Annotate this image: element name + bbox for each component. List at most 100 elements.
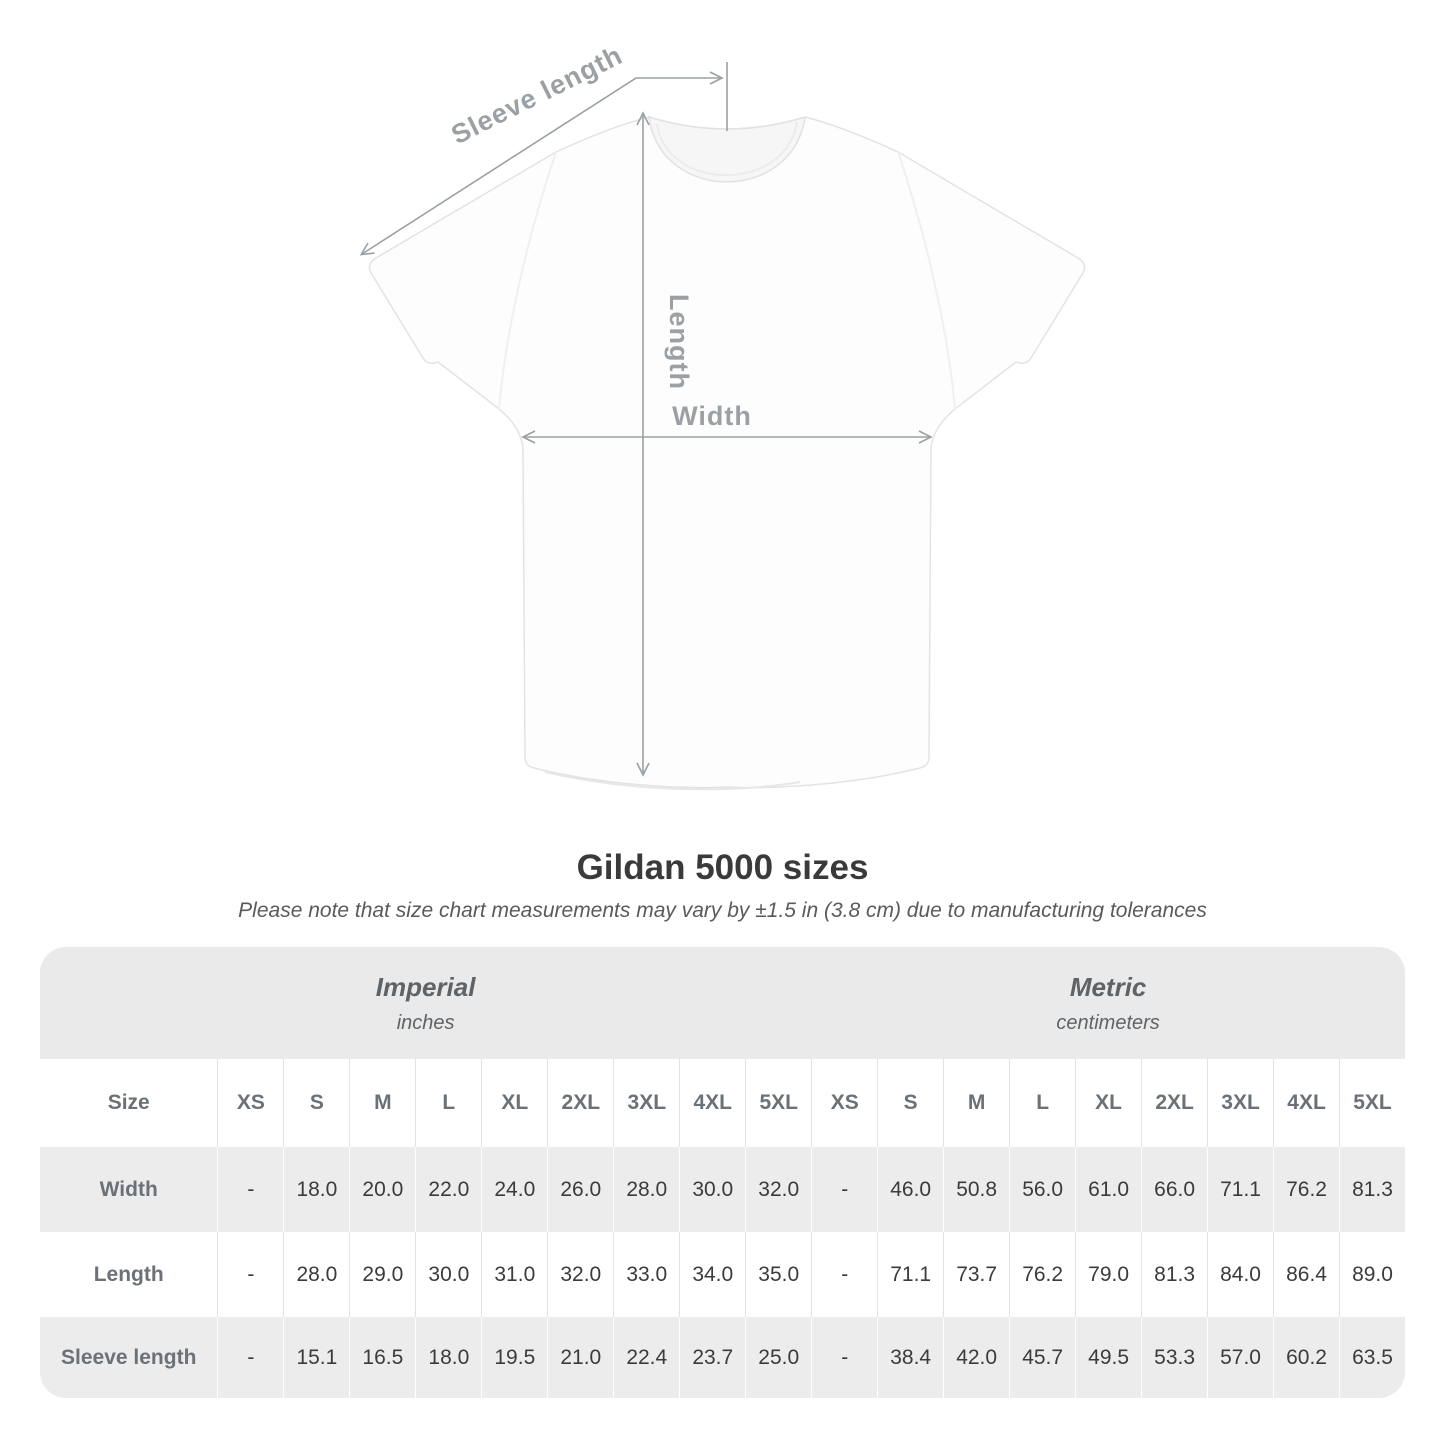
measurement-value: 21.0 bbox=[547, 1317, 613, 1398]
table-rows: Width -18.0 20.0 22.0 24.0 26.0 28.0 30.0 32.0-4… bbox=[40, 1147, 1405, 1398]
size-header-row: Size XS S M L XL 2XL 3XL 4XL 5XL XS S M L XL 2XL 3XL 4XL… bbox=[40, 1059, 1405, 1147]
metric-header: Metric centimeters bbox=[811, 947, 1405, 1059]
measurement-value: 57.0 bbox=[1207, 1317, 1273, 1398]
measurement-value: 22.0 bbox=[415, 1147, 481, 1232]
measurement-value: 33.0 bbox=[613, 1232, 679, 1317]
tshirt-diagram-svg: Sleeve length Length Width bbox=[359, 40, 1086, 791]
measurement-value: 19.5 bbox=[481, 1317, 547, 1398]
size-column-header: L bbox=[1009, 1059, 1075, 1147]
table-row: Sleeve length -15.1 16.5 18.0 19.5 21.0 22.4 23… bbox=[40, 1317, 1405, 1398]
measurement-value: 18.0 bbox=[283, 1147, 349, 1232]
measurement-value: 16.5 bbox=[349, 1317, 415, 1398]
hem-shadow bbox=[544, 771, 801, 791]
measurement-value: 49.5 bbox=[1075, 1317, 1141, 1398]
measurement-value: 34.0 bbox=[679, 1232, 745, 1317]
measurement-value: 38.4 bbox=[877, 1317, 943, 1398]
measurement-value: 76.2 bbox=[1273, 1147, 1339, 1232]
unit-band: Imperial inches Metric centimeters bbox=[40, 947, 1405, 1059]
measurement-value: 25.0 bbox=[745, 1317, 811, 1398]
measurement-value: 73.7 bbox=[943, 1232, 1009, 1317]
measurement-value: 61.0 bbox=[1075, 1147, 1141, 1232]
measurement-value: 22.4 bbox=[613, 1317, 679, 1398]
measurement-value: 81.3 bbox=[1339, 1147, 1405, 1232]
length-label: Length bbox=[664, 294, 694, 390]
measurement-value: 46.0 bbox=[877, 1147, 943, 1232]
measurement-value: 76.2 bbox=[1009, 1232, 1075, 1317]
measurement-value: 35.0 bbox=[745, 1232, 811, 1317]
measurement-value: 30.0 bbox=[679, 1147, 745, 1232]
width-label: Width bbox=[672, 401, 752, 431]
size-column-header: XL bbox=[481, 1059, 547, 1147]
measurement-value: 29.0 bbox=[349, 1232, 415, 1317]
measurement-value: 81.3 bbox=[1141, 1232, 1207, 1317]
measurement-value: 63.5 bbox=[1339, 1317, 1405, 1398]
size-column-header: S bbox=[283, 1059, 349, 1147]
measurement-value: 26.0 bbox=[547, 1147, 613, 1232]
right-armhole-seam bbox=[897, 151, 956, 410]
measurement-lines bbox=[359, 62, 933, 777]
metric-unit: centimeters bbox=[1056, 1011, 1160, 1034]
measurement-value: - bbox=[217, 1147, 283, 1232]
measurement-value: 15.1 bbox=[283, 1317, 349, 1398]
measurement-value: 60.2 bbox=[1273, 1317, 1339, 1398]
measurement-value: 71.1 bbox=[1207, 1147, 1273, 1232]
size-table: Imperial inches Metric centimeters Size … bbox=[40, 947, 1405, 1398]
measurement-value: 32.0 bbox=[547, 1232, 613, 1317]
size-column-header: 3XL bbox=[613, 1059, 679, 1147]
measurement-value: 42.0 bbox=[943, 1317, 1009, 1398]
size-column-header: XL bbox=[1075, 1059, 1141, 1147]
row-label: Sleeve length bbox=[61, 1345, 197, 1369]
measurement-value: 84.0 bbox=[1207, 1232, 1273, 1317]
measurement-value: - bbox=[217, 1232, 283, 1317]
size-column-header: 4XL bbox=[679, 1059, 745, 1147]
imperial-label: Imperial bbox=[375, 971, 476, 1002]
size-column-header: 2XL bbox=[1141, 1059, 1207, 1147]
size-column-header: XS bbox=[811, 1059, 877, 1147]
measurement-value: 53.3 bbox=[1141, 1317, 1207, 1398]
size-column-header: XS bbox=[217, 1059, 283, 1147]
size-column-header: L bbox=[415, 1059, 481, 1147]
measurement-value: 31.0 bbox=[481, 1232, 547, 1317]
measurement-value: 23.7 bbox=[679, 1317, 745, 1398]
measurement-value: 50.8 bbox=[943, 1147, 1009, 1232]
size-column-header: 5XL bbox=[1339, 1059, 1405, 1147]
measurement-value: - bbox=[811, 1232, 877, 1317]
page-title: Gildan 5000 sizes bbox=[576, 848, 869, 887]
measurement-value: 28.0 bbox=[283, 1232, 349, 1317]
row-label: Length bbox=[93, 1262, 164, 1286]
measurement-value: - bbox=[811, 1317, 877, 1398]
measurement-value: 45.7 bbox=[1009, 1317, 1075, 1398]
size-column-header: 5XL bbox=[745, 1059, 811, 1147]
measurement-value: 32.0 bbox=[745, 1147, 811, 1232]
size-column-header: 3XL bbox=[1207, 1059, 1273, 1147]
measurement-value: 24.0 bbox=[481, 1147, 547, 1232]
metric-label: Metric bbox=[1069, 971, 1147, 1002]
imperial-header: Imperial inches bbox=[40, 947, 811, 1059]
tshirt-body bbox=[368, 116, 1086, 789]
measurement-value: - bbox=[811, 1147, 877, 1232]
table-row: Length -28.0 29.0 30.0 31.0 32.0 33.0 34.0 35.0-… bbox=[40, 1232, 1405, 1317]
tshirt-measurement-diagram: Sleeve length Length Width bbox=[359, 40, 1086, 791]
measurement-value: 86.4 bbox=[1273, 1232, 1339, 1317]
row-label: Width bbox=[99, 1177, 158, 1201]
size-column-header: 2XL bbox=[547, 1059, 613, 1147]
tshirt-graphic bbox=[368, 115, 1086, 791]
measurement-value: 30.0 bbox=[415, 1232, 481, 1317]
measurement-value: - bbox=[217, 1317, 283, 1398]
size-header-label: Size bbox=[107, 1091, 150, 1114]
measurement-value: 71.1 bbox=[877, 1232, 943, 1317]
measurement-value: 66.0 bbox=[1141, 1147, 1207, 1232]
table-row: Width -18.0 20.0 22.0 24.0 26.0 28.0 30.0 32.0-4… bbox=[40, 1147, 1405, 1232]
size-column-header: M bbox=[943, 1059, 1009, 1147]
measurement-value: 79.0 bbox=[1075, 1232, 1141, 1317]
sleeve-length-line bbox=[359, 71, 724, 256]
measurement-value: 89.0 bbox=[1339, 1232, 1405, 1317]
size-column-header: 4XL bbox=[1273, 1059, 1339, 1147]
imperial-unit: inches bbox=[396, 1011, 455, 1034]
page-subtitle: Please note that size chart measurements… bbox=[238, 899, 1207, 922]
measurement-value: 56.0 bbox=[1009, 1147, 1075, 1232]
measurement-value: 18.0 bbox=[415, 1317, 481, 1398]
size-column-header: S bbox=[877, 1059, 943, 1147]
measurement-value: 20.0 bbox=[349, 1147, 415, 1232]
